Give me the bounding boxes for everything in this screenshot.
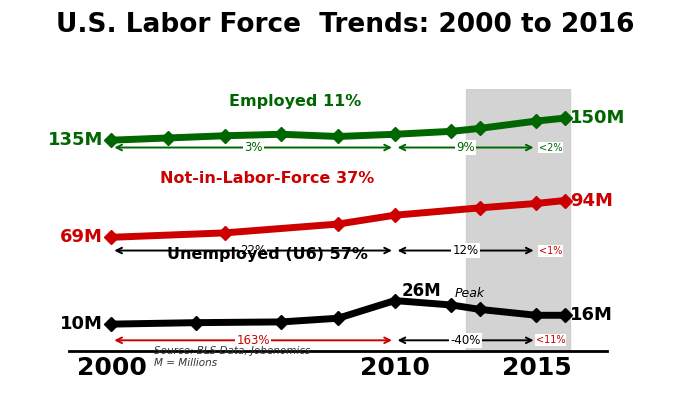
Text: Employed 11%: Employed 11%	[230, 94, 362, 109]
Text: 69M: 69M	[60, 228, 103, 246]
Text: <11%: <11%	[536, 335, 565, 345]
Text: 150M: 150M	[571, 109, 626, 127]
Text: 12%: 12%	[453, 244, 479, 257]
Text: <1%: <1%	[539, 245, 562, 256]
Text: 9%: 9%	[456, 141, 475, 154]
Text: Source: BLS Data, Jobenomics
M = Millions: Source: BLS Data, Jobenomics M = Million…	[154, 346, 310, 368]
Text: 163%: 163%	[237, 334, 270, 347]
Text: 16M: 16M	[571, 306, 613, 324]
Text: 26M: 26M	[402, 282, 442, 300]
Text: 22%: 22%	[240, 244, 266, 257]
Text: Unemployed (U6) 57%: Unemployed (U6) 57%	[167, 247, 368, 262]
Text: 94M: 94M	[571, 191, 613, 210]
Text: 10M: 10M	[60, 315, 103, 333]
Bar	[466, 89, 571, 351]
Text: 135M: 135M	[48, 131, 103, 149]
Text: Not-in-Labor-Force 37%: Not-in-Labor-Force 37%	[160, 171, 375, 186]
Text: -40%: -40%	[451, 334, 481, 347]
Text: Peak: Peak	[454, 287, 484, 300]
Text: U.S. Labor Force  Trends: 2000 to 2016: U.S. Labor Force Trends: 2000 to 2016	[56, 12, 634, 38]
Text: 3%: 3%	[244, 141, 262, 154]
Text: <2%: <2%	[539, 143, 562, 152]
